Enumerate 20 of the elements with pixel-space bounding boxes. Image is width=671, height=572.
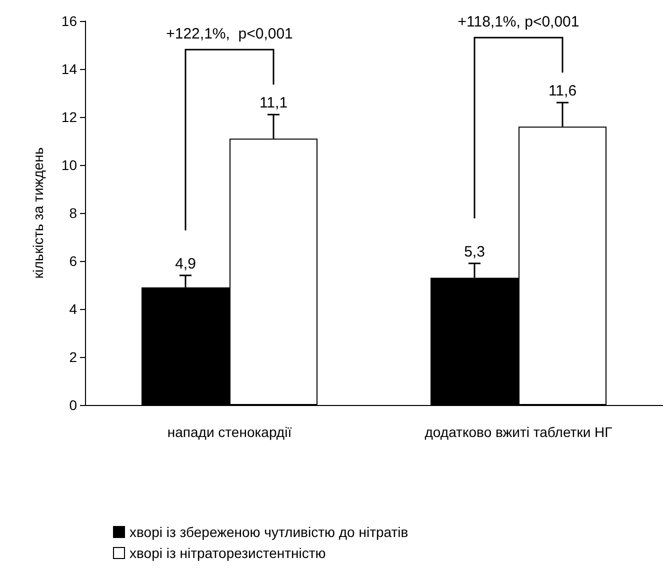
y-tick-label: 4	[69, 301, 78, 317]
x-tick-label: напади стенокардії	[167, 424, 292, 440]
y-tick-label: 0	[69, 397, 78, 413]
data-label: 11,1	[259, 94, 288, 112]
data-label: 11,6	[548, 82, 577, 100]
y-tick-label: 10	[61, 157, 78, 173]
y-tick-label: 14	[61, 61, 78, 77]
data-label: 5,3	[464, 243, 485, 260]
y-tick-label: 6	[69, 253, 78, 269]
y-tick-label: 16	[61, 13, 78, 29]
data-label: 4,9	[175, 255, 196, 272]
y-axis-title: кількість за тиждень	[30, 147, 46, 279]
x-tick-label: додатково вжиті таблетки НГ	[424, 424, 613, 440]
y-tick-label: 12	[61, 109, 78, 125]
y-tick-label: 2	[69, 349, 78, 365]
annotation: +122,1%, p<0,001	[166, 26, 293, 43]
y-tick-label: 8	[69, 205, 78, 221]
legend-label: хворі із нітраторезистентністю	[130, 545, 326, 561]
legend-label: хворі із збереженою чутливістю до нітратів	[130, 524, 408, 540]
annotation: +118,1%, p<0,001	[458, 14, 580, 31]
